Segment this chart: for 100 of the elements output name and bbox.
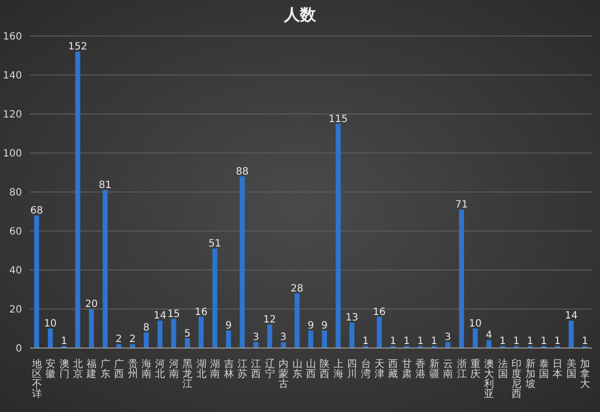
- x-tick-label: 安徽: [46, 358, 56, 380]
- x-tick-label: 甘肃: [402, 358, 412, 380]
- x-tick-label: 河南: [168, 358, 179, 380]
- data-label: 3: [280, 332, 287, 344]
- x-tick-label: 泰国: [539, 359, 550, 380]
- data-label: 14: [154, 310, 166, 322]
- x-tick-label: 上海: [333, 358, 344, 380]
- data-label: 1: [540, 336, 547, 348]
- data-label: 68: [30, 205, 43, 216]
- x-tick-label: 天津: [374, 359, 385, 380]
- x-tick-label: 陕西: [320, 358, 330, 380]
- bar: [212, 248, 218, 348]
- x-tick-label: 浙江: [456, 358, 467, 380]
- data-label: 115: [328, 114, 348, 125]
- data-label: 9: [308, 320, 314, 332]
- data-label: 4: [486, 330, 492, 342]
- bar: [253, 342, 258, 348]
- data-label: 16: [372, 306, 386, 318]
- data-label: 10: [468, 318, 482, 330]
- x-tick-label: 广东: [100, 358, 110, 380]
- x-tick-label: 辽宁: [264, 358, 275, 380]
- bar: [267, 324, 272, 348]
- x-tick-label: 海南: [142, 358, 152, 380]
- data-label: 1: [60, 336, 68, 348]
- bar: [486, 340, 492, 348]
- data-label: 1: [404, 336, 410, 348]
- data-label: 152: [68, 42, 88, 53]
- x-tick-label: 广西: [114, 358, 124, 380]
- bar: [280, 342, 286, 348]
- x-tick-label: 四川: [347, 359, 358, 380]
- y-tick-label: 20: [9, 304, 22, 316]
- data-label: 1: [417, 336, 424, 348]
- x-tick-label: 江苏: [237, 358, 248, 380]
- y-tick-label: 140: [2, 70, 22, 82]
- bar: [294, 293, 300, 348]
- x-tick-label: 福建: [86, 358, 97, 380]
- data-label: 10: [44, 318, 57, 330]
- data-label: 1: [430, 336, 438, 348]
- data-label: 16: [194, 306, 208, 318]
- bar: [308, 330, 314, 348]
- bar: [34, 215, 40, 348]
- x-tick-label: 澳门: [59, 358, 70, 380]
- y-tick-label: 80: [9, 188, 22, 199]
- bar: [75, 52, 80, 348]
- x-tick-label: 新加坡: [524, 358, 536, 390]
- data-label: 1: [582, 336, 588, 348]
- x-tick-label: 内蒙古: [278, 358, 289, 390]
- x-tick-label: 日本: [552, 359, 563, 380]
- bar: [157, 320, 162, 348]
- y-tick-label: 160: [2, 32, 22, 43]
- bar: [184, 338, 190, 348]
- chart-title: 人数: [282, 4, 317, 26]
- data-label: 8: [143, 322, 150, 334]
- data-label: 3: [444, 332, 452, 344]
- x-tick-label: 湖北: [196, 358, 206, 380]
- bar: [171, 318, 176, 348]
- data-label: 71: [455, 200, 468, 211]
- x-tick-label: 重庆: [470, 358, 480, 380]
- x-tick-label: 山东: [292, 358, 302, 380]
- x-tick-label: 台湾: [360, 358, 371, 380]
- data-label: 2: [129, 334, 136, 346]
- x-tick-label: 黑龙江: [182, 359, 193, 390]
- y-tick-label: 100: [2, 148, 22, 160]
- y-tick-label: 0: [16, 344, 22, 355]
- data-label: 1: [362, 336, 369, 348]
- data-label: 1: [513, 336, 520, 348]
- data-label: 13: [346, 312, 358, 324]
- data-label: 5: [184, 328, 191, 340]
- bar: [144, 332, 149, 348]
- bar: [336, 124, 341, 348]
- bar: [48, 328, 53, 348]
- data-label: 1: [554, 336, 561, 348]
- data-label: 20: [85, 299, 98, 310]
- bar: [322, 330, 327, 348]
- data-label: 1: [390, 336, 396, 348]
- bar: [445, 342, 450, 348]
- bar: [459, 210, 464, 348]
- bar: [88, 309, 94, 348]
- data-label: 81: [98, 180, 112, 192]
- x-tick-label: 河北: [155, 358, 166, 380]
- data-label: 15: [167, 308, 180, 320]
- x-tick-label: 西藏: [388, 359, 398, 380]
- y-tick-label: 40: [9, 266, 22, 277]
- data-label: 14: [564, 310, 578, 322]
- data-label: 51: [208, 238, 222, 250]
- x-tick-label: 香港: [416, 358, 426, 380]
- x-tick-label: 湖南: [210, 358, 220, 380]
- bar: [130, 344, 136, 348]
- data-label: 12: [263, 314, 276, 326]
- x-tick-label: 美国: [566, 358, 576, 380]
- bar: [226, 330, 232, 348]
- bar: [568, 320, 574, 348]
- bar: [349, 322, 354, 348]
- x-tick-label: 新疆: [429, 358, 440, 380]
- data-label: 2: [116, 334, 122, 346]
- y-tick-label: 60: [9, 226, 22, 238]
- data-label: 88: [236, 166, 249, 178]
- x-tick-label: 印度尼西: [512, 358, 522, 400]
- x-tick-label: 加拿大: [580, 358, 590, 390]
- bar: [116, 344, 122, 348]
